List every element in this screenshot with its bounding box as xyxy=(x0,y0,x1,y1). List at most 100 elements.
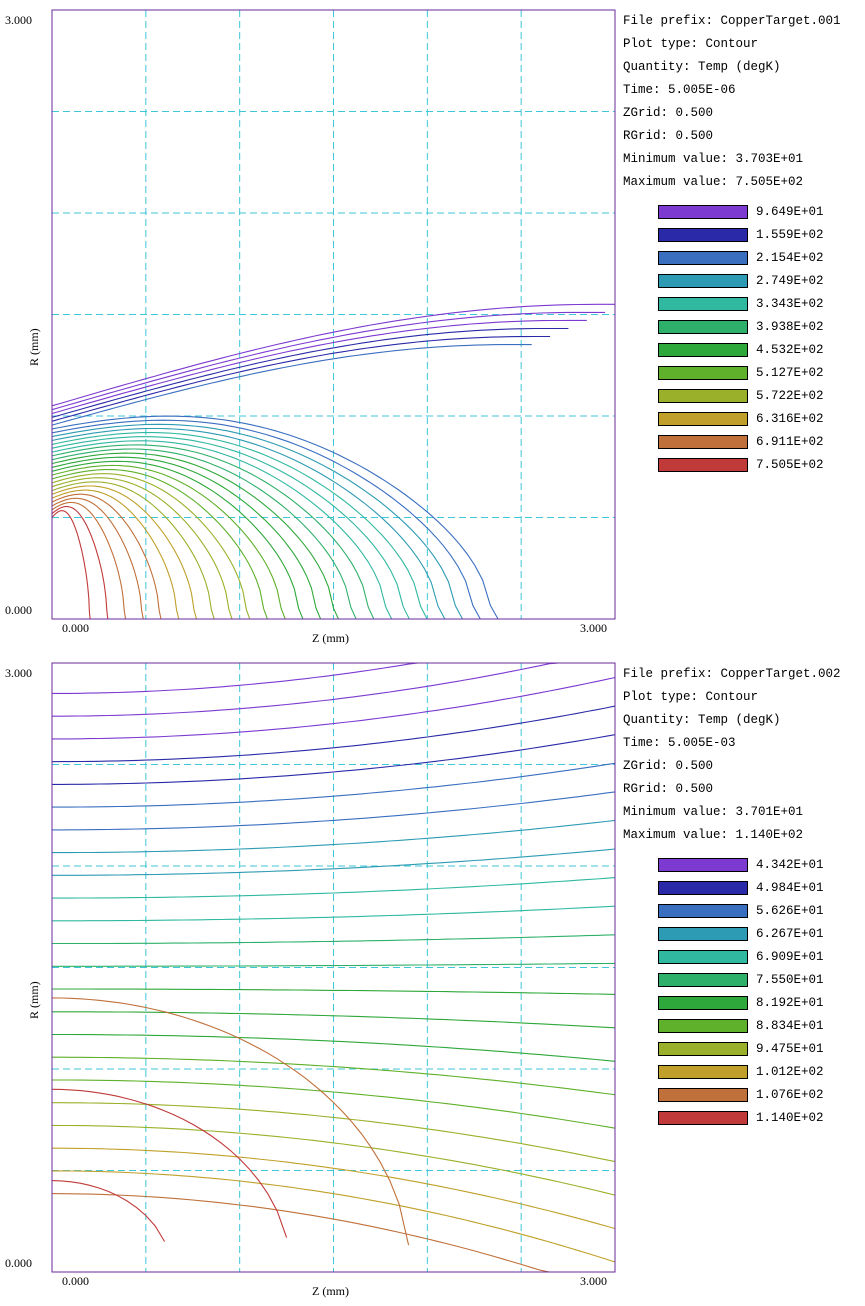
max-value: Maximum value: 1.140E+02 xyxy=(623,828,804,842)
rgrid: RGrid: 0.500 xyxy=(623,782,714,796)
y-axis-label: R (mm) xyxy=(27,328,41,366)
legend-value: 5.722E+02 xyxy=(756,388,824,403)
legend-value: 5.626E+01 xyxy=(756,903,824,918)
legend-item: 2.749E+02 xyxy=(658,269,858,292)
legend-swatch xyxy=(658,388,748,403)
contour-line xyxy=(51,303,615,407)
contour-line xyxy=(51,705,616,763)
contour-line xyxy=(51,501,129,620)
legend-swatch xyxy=(658,1110,748,1125)
y-axis-label: R (mm) xyxy=(27,981,41,1019)
legend-swatch xyxy=(658,1018,748,1033)
contour-line xyxy=(52,819,616,854)
contour-line xyxy=(51,485,202,620)
contour-line xyxy=(51,311,606,411)
legend-item: 3.343E+02 xyxy=(658,292,858,315)
contour-line xyxy=(52,1033,616,1062)
contour-panel-1: 3.000 0.000 0.000 3.000 Z (mm) R (mm) Fi… xyxy=(5,9,863,645)
contour-line xyxy=(51,436,422,620)
y-tick-max: 3.000 xyxy=(5,13,32,27)
contour-line xyxy=(51,1088,288,1238)
min-value: Minimum value: 3.703E+01 xyxy=(623,152,804,166)
plot-frame xyxy=(51,662,616,1273)
legend-value: 6.316E+02 xyxy=(756,411,824,426)
contour-line xyxy=(51,423,477,620)
legend-swatch xyxy=(658,949,748,964)
legend-1: 9.649E+01 1.559E+02 2.154E+02 2.749E+02 3.34… xyxy=(658,200,858,476)
contour-line xyxy=(52,1147,616,1230)
legend-value: 6.267E+01 xyxy=(756,926,824,941)
contour-lines xyxy=(51,662,616,1273)
legend-swatch xyxy=(658,411,748,426)
legend-value: 4.984E+01 xyxy=(756,880,824,895)
quantity: Quantity: Temp (degK) xyxy=(623,60,781,74)
legend-value: 1.140E+02 xyxy=(756,1110,824,1125)
x-tick-min: 0.000 xyxy=(62,1274,89,1288)
legend-item: 6.911E+02 xyxy=(658,430,858,453)
contour-line xyxy=(52,905,616,922)
min-value: Minimum value: 3.701E+01 xyxy=(623,805,804,819)
legend-value: 4.342E+01 xyxy=(756,857,824,872)
legend-item: 1.559E+02 xyxy=(658,223,858,246)
contour-line xyxy=(51,344,532,426)
legend-swatch xyxy=(658,434,748,449)
contour-line xyxy=(52,1079,616,1129)
contour-line xyxy=(51,460,312,620)
contour-plot-2: 3.000 0.000 0.000 3.000 Z (mm) R (mm) xyxy=(5,662,616,1298)
max-value: Maximum value: 7.505E+02 xyxy=(623,175,804,189)
legend-item: 9.649E+01 xyxy=(658,200,858,223)
contour-line xyxy=(52,762,616,808)
legend-item: 5.127E+02 xyxy=(658,361,858,384)
legend-swatch xyxy=(658,319,748,334)
legend-item: 4.342E+01 xyxy=(658,853,858,876)
legend-value: 6.909E+01 xyxy=(756,949,824,964)
legend-item: 4.532E+02 xyxy=(658,338,858,361)
contour-line xyxy=(52,676,616,740)
contour-line xyxy=(51,427,459,620)
contour-line xyxy=(51,497,147,620)
legend-item: 6.267E+01 xyxy=(658,922,858,945)
zgrid: ZGrid: 0.500 xyxy=(623,106,714,120)
contour-line xyxy=(52,877,616,899)
legend-value: 1.076E+02 xyxy=(756,1087,824,1102)
legend-value: 1.012E+02 xyxy=(756,1064,824,1079)
contour-plot-1: 3.000 0.000 0.000 3.000 Z (mm) R (mm) xyxy=(5,9,616,645)
contour-line xyxy=(51,327,569,418)
contour-line xyxy=(51,489,184,620)
legend-item: 7.550E+01 xyxy=(658,968,858,991)
legend-swatch xyxy=(658,365,748,380)
contour-line xyxy=(51,1180,166,1242)
contour-line xyxy=(51,415,514,620)
contour-line xyxy=(51,510,92,620)
contour-line xyxy=(52,662,615,717)
contour-line xyxy=(52,791,616,831)
zgrid: ZGrid: 0.500 xyxy=(623,759,714,773)
legend-value: 3.343E+02 xyxy=(756,296,824,311)
contour-line xyxy=(52,962,616,967)
legend-swatch xyxy=(658,227,748,242)
legend-value: 9.475E+01 xyxy=(756,1041,824,1056)
legend-item: 1.012E+02 xyxy=(658,1060,858,1083)
legend-value: 7.550E+01 xyxy=(756,972,824,987)
contour-line xyxy=(51,473,257,620)
contour-line xyxy=(51,1124,616,1196)
legend-swatch xyxy=(658,880,748,895)
x-axis-label: Z (mm) xyxy=(312,631,349,645)
contour-line xyxy=(51,452,349,620)
x-tick-max: 3.000 xyxy=(580,1274,607,1288)
legend-item: 9.475E+01 xyxy=(658,1037,858,1060)
contour-line xyxy=(51,335,551,422)
legend-value: 8.834E+01 xyxy=(756,1018,824,1033)
info-block-1: File prefix: CopperTarget.001 Plot type:… xyxy=(623,10,863,194)
contour-line xyxy=(52,848,616,876)
legend-item: 8.834E+01 xyxy=(658,1014,858,1037)
legend-item: 4.984E+01 xyxy=(658,876,858,899)
legend-swatch xyxy=(658,1087,748,1102)
contour-panel-2: 3.000 0.000 0.000 3.000 Z (mm) R (mm) Fi… xyxy=(0,653,865,1306)
contour-lines xyxy=(51,303,615,620)
legend-item: 7.505E+02 xyxy=(658,453,858,476)
x-tick-max: 3.000 xyxy=(580,621,607,635)
legend-item: 1.076E+02 xyxy=(658,1083,858,1106)
contour-line xyxy=(51,477,239,620)
legend-value: 5.127E+02 xyxy=(756,365,824,380)
